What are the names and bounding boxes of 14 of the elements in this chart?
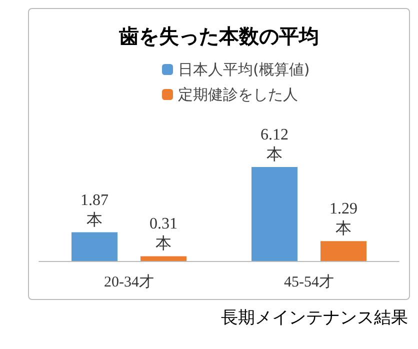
data-label: 0.31 本 bbox=[150, 216, 178, 253]
data-label: 1.87 本 bbox=[80, 192, 108, 229]
bar bbox=[252, 167, 298, 261]
legend-label: 日本人平均(概算値) bbox=[178, 60, 310, 78]
legend-label: 定期健診をした人 bbox=[178, 86, 298, 104]
x-tick-label: 45-54才 bbox=[284, 274, 334, 290]
bar bbox=[72, 232, 118, 261]
bar bbox=[140, 256, 186, 261]
data-label: 6.12 本 bbox=[260, 126, 288, 164]
chart-title: 歯を失った本数の平均 bbox=[118, 24, 319, 48]
bar bbox=[320, 241, 366, 261]
x-tick-label: 20-34才 bbox=[104, 274, 154, 290]
text: 長期メインテナンス結果 bbox=[220, 307, 408, 329]
data-label: 1.29 本 bbox=[330, 200, 358, 238]
